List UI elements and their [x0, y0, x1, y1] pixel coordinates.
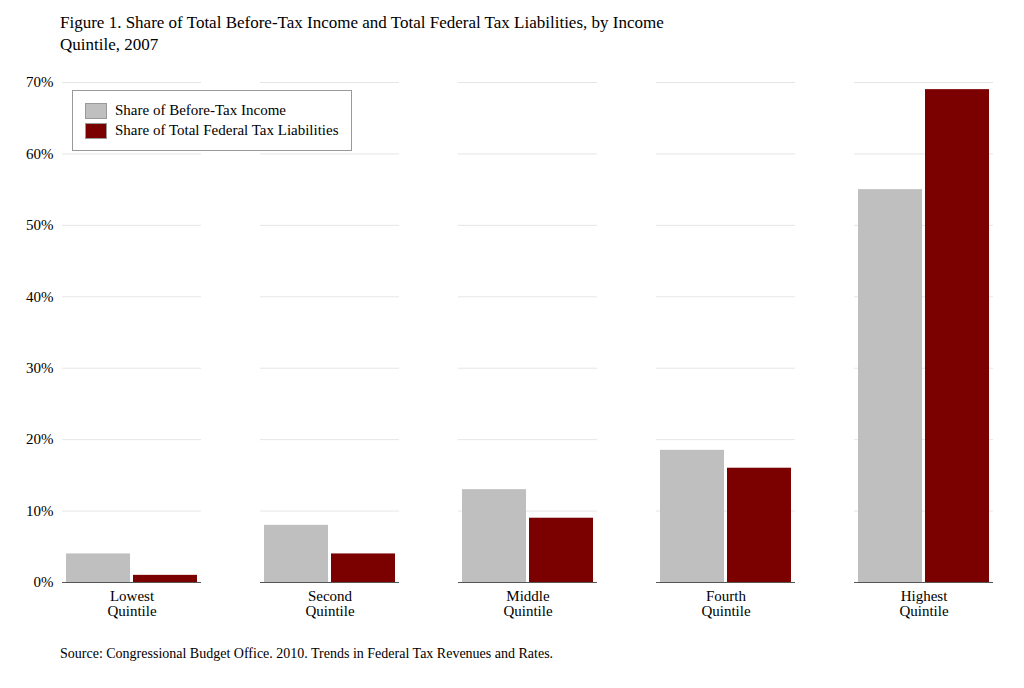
svg-text:50%: 50%	[26, 217, 54, 233]
html-text:Figure 1. Share of Total Befor: Figure 1. Share of Total Before-Tax Inco…	[60, 13, 664, 55]
svg-text:LowestQuintile: LowestQuintile	[107, 588, 157, 619]
svg-text:10%: 10%	[26, 503, 54, 519]
html-text:Source: Congressional Budget O: Source: Congressional Budget Office. 201…	[60, 646, 554, 662]
html-text:Share of Total Federal Tax Lia: Share of Total Federal Tax Liabilities	[115, 122, 339, 139]
svg-text:40%: 40%	[26, 289, 54, 305]
svg-text:FourthQuintile: FourthQuintile	[701, 588, 751, 619]
svg-text:0%: 0%	[34, 574, 54, 590]
svg-text:60%: 60%	[26, 146, 54, 162]
svg-text:20%: 20%	[26, 432, 54, 448]
html-text:Share of Before-Tax Income: Share of Before-Tax Income	[115, 102, 286, 119]
svg-text:MiddleQuintile: MiddleQuintile	[503, 588, 553, 619]
svg-text:70%: 70%	[26, 74, 54, 90]
svg-text:30%: 30%	[26, 360, 54, 376]
svg-text:HighestQuintile: HighestQuintile	[899, 588, 949, 619]
svg-text:SecondQuintile: SecondQuintile	[305, 588, 355, 619]
